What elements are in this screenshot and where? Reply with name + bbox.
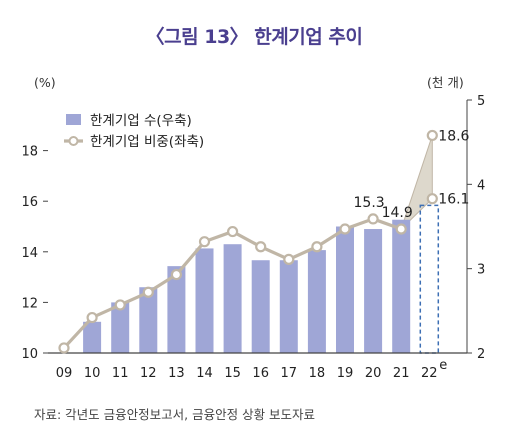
bar-12 <box>139 287 158 353</box>
bar-15 <box>223 244 242 353</box>
estimate-high-marker <box>426 129 438 142</box>
x-tick-label: 19 <box>337 366 354 381</box>
bar-20 <box>364 229 383 353</box>
bar-17 <box>279 260 298 353</box>
share-point-18 <box>311 241 323 253</box>
share-point-17 <box>283 253 295 265</box>
chart-title: 〈그림 13〉 한계기업 추이 <box>145 26 363 48</box>
data-label-21-1: 14.9 <box>382 205 413 221</box>
x-tick-label: 11 <box>112 366 129 381</box>
bar-estimate-22 <box>419 204 440 354</box>
left-axis-unit: (%) <box>34 75 56 90</box>
right-tick-label: 4 <box>477 178 485 193</box>
share-point-20 <box>367 213 379 225</box>
bar-18 <box>307 250 326 353</box>
legend-line-marker <box>68 136 79 146</box>
share-point-11 <box>114 299 126 311</box>
right-tick-label: 2 <box>477 347 485 362</box>
bar-11 <box>111 302 130 353</box>
data-label-22-3: 16.1 <box>438 192 469 208</box>
left-tick-label: 14 <box>21 246 38 261</box>
x-tick-label: 15 <box>224 366 241 381</box>
chart-area: 10 12 14 16 18 2 3 4 5 (%) (천 개) 09 10 11 12 13 14 15 16 17… <box>21 75 485 381</box>
x-tick-label: 14 <box>196 366 213 381</box>
source-note: 자료: 각년도 금융안정보고서, 금융안정 상황 보도자료 <box>34 407 316 422</box>
x-tick-superscript: e <box>439 358 447 373</box>
right-tick-label: 5 <box>477 94 485 109</box>
legend-bar-swatch <box>66 114 81 125</box>
share-point-15 <box>227 225 239 238</box>
share-point-13 <box>170 268 182 281</box>
x-tick-label: 20 <box>365 366 382 381</box>
share-point-10 <box>86 311 98 324</box>
bar-10 <box>83 321 102 353</box>
bar-21 <box>392 219 411 353</box>
data-label-20-0: 15.3 <box>354 195 385 211</box>
x-tick-label: 21 <box>393 366 410 381</box>
bar-14 <box>195 248 214 353</box>
share-point-19 <box>339 223 351 235</box>
share-point-14 <box>198 236 211 248</box>
estimate-range-band <box>400 135 433 230</box>
estimate-low-marker <box>426 193 438 205</box>
data-label-22-2: 18.6 <box>438 128 469 144</box>
left-tick-label: 12 <box>21 296 38 311</box>
left-tick-label: 16 <box>21 195 38 210</box>
legend-line-label: 한계기업 비중(좌축) <box>90 134 204 150</box>
bar-16 <box>251 260 270 353</box>
x-tick-label: 17 <box>281 366 298 381</box>
share-point-12 <box>142 286 154 298</box>
share-point-09 <box>58 342 70 354</box>
x-tick-label: 12 <box>140 366 157 381</box>
left-tick-label: 10 <box>21 347 38 362</box>
x-tick-label: 22 <box>421 366 438 381</box>
x-tick-label: 16 <box>252 366 269 381</box>
bar-13 <box>167 266 186 353</box>
right-axis-unit: (천 개) <box>427 75 464 90</box>
left-tick-label: 18 <box>21 145 38 160</box>
x-tick-label: 13 <box>168 366 185 381</box>
right-tick-label: 3 <box>477 263 485 278</box>
x-tick-label: 09 <box>56 366 73 381</box>
x-tick-label: 10 <box>84 366 101 381</box>
share-point-16 <box>255 241 267 253</box>
bar-19 <box>336 226 354 353</box>
x-tick-label: 18 <box>309 366 326 381</box>
share-point-21 <box>395 223 407 235</box>
legend-bar-label: 한계기업 수(우축) <box>90 113 192 129</box>
